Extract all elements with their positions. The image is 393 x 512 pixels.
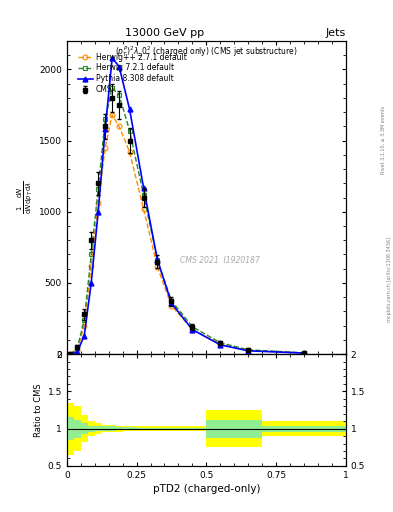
Herwig 7.2.1 default <box>96 186 101 192</box>
Pythia 8.308 default <box>246 348 251 354</box>
Herwig 7.2.1 default <box>302 350 307 356</box>
Pythia 8.308 default <box>103 126 108 132</box>
Herwig 7.2.1 default <box>82 317 86 323</box>
Text: mcplots.cern.ch [arXiv:1306.3436]: mcplots.cern.ch [arXiv:1306.3436] <box>387 237 392 322</box>
Pythia 8.308 default <box>127 106 132 112</box>
Pythia 8.308 default <box>82 332 86 338</box>
Pythia 8.308 default <box>68 351 73 357</box>
Herwig 7.2.1 default <box>75 345 80 351</box>
Pythia 8.308 default <box>141 184 146 190</box>
Herwig 7.2.1 default <box>218 339 222 346</box>
Herwig++ 2.7.1 default <box>190 327 195 333</box>
Herwig++ 2.7.1 default <box>103 144 108 151</box>
Herwig 7.2.1 default <box>117 92 121 98</box>
Herwig++ 2.7.1 default <box>246 347 251 353</box>
Herwig 7.2.1 default <box>127 127 132 134</box>
Herwig++ 2.7.1 default <box>127 149 132 155</box>
Pythia 8.308 default <box>110 55 114 61</box>
Y-axis label: Ratio to CMS: Ratio to CMS <box>35 383 43 437</box>
Herwig 7.2.1 default <box>103 116 108 122</box>
Herwig++ 2.7.1 default <box>82 323 86 329</box>
Herwig++ 2.7.1 default <box>141 206 146 212</box>
Herwig 7.2.1 default <box>169 297 174 304</box>
Herwig 7.2.1 default <box>68 351 73 357</box>
Pythia 8.308 default <box>169 300 174 306</box>
Line: Herwig++ 2.7.1 default: Herwig++ 2.7.1 default <box>68 113 307 356</box>
Herwig++ 2.7.1 default <box>302 350 307 356</box>
Herwig++ 2.7.1 default <box>169 303 174 309</box>
Text: $(p_T^P)^2\lambda\_0^2$ (charged only) (CMS jet substructure): $(p_T^P)^2\lambda\_0^2$ (charged only) (… <box>115 44 298 59</box>
Pythia 8.308 default <box>218 342 222 348</box>
Line: Herwig 7.2.1 default: Herwig 7.2.1 default <box>68 86 307 356</box>
Herwig++ 2.7.1 default <box>218 341 222 347</box>
Pythia 8.308 default <box>117 63 121 70</box>
Line: Pythia 8.308 default: Pythia 8.308 default <box>68 56 307 356</box>
Herwig++ 2.7.1 default <box>96 200 101 206</box>
Legend: Herwig++ 2.7.1 default, Herwig 7.2.1 default, Pythia 8.308 default, CMS: Herwig++ 2.7.1 default, Herwig 7.2.1 def… <box>76 51 189 96</box>
Pythia 8.308 default <box>89 280 94 286</box>
Text: 13000 GeV pp: 13000 GeV pp <box>125 28 204 38</box>
X-axis label: pTD2 (charged-only): pTD2 (charged-only) <box>152 484 260 494</box>
Y-axis label: $\frac{1}{\mathrm{d}N}\frac{\mathrm{d}N}{\mathrm{d}p_T\,\mathrm{d}\lambda}$: $\frac{1}{\mathrm{d}N}\frac{\mathrm{d}N}… <box>15 181 35 215</box>
Pythia 8.308 default <box>302 350 307 356</box>
Herwig++ 2.7.1 default <box>155 264 160 270</box>
Text: CMS 2021  I1920187: CMS 2021 I1920187 <box>180 255 260 265</box>
Pythia 8.308 default <box>190 327 195 333</box>
Herwig 7.2.1 default <box>89 251 94 258</box>
Pythia 8.308 default <box>96 209 101 215</box>
Herwig++ 2.7.1 default <box>75 347 80 353</box>
Herwig 7.2.1 default <box>190 324 195 330</box>
Text: Rivet 3.1.10, ≥ 3.3M events: Rivet 3.1.10, ≥ 3.3M events <box>381 105 386 174</box>
Text: Jets: Jets <box>325 28 346 38</box>
Herwig++ 2.7.1 default <box>117 123 121 130</box>
Pythia 8.308 default <box>75 349 80 355</box>
Herwig 7.2.1 default <box>155 257 160 263</box>
Herwig++ 2.7.1 default <box>110 112 114 118</box>
Herwig 7.2.1 default <box>110 85 114 91</box>
Herwig++ 2.7.1 default <box>89 263 94 269</box>
Herwig 7.2.1 default <box>141 191 146 198</box>
Herwig++ 2.7.1 default <box>68 351 73 357</box>
Pythia 8.308 default <box>155 257 160 263</box>
Herwig 7.2.1 default <box>246 347 251 353</box>
